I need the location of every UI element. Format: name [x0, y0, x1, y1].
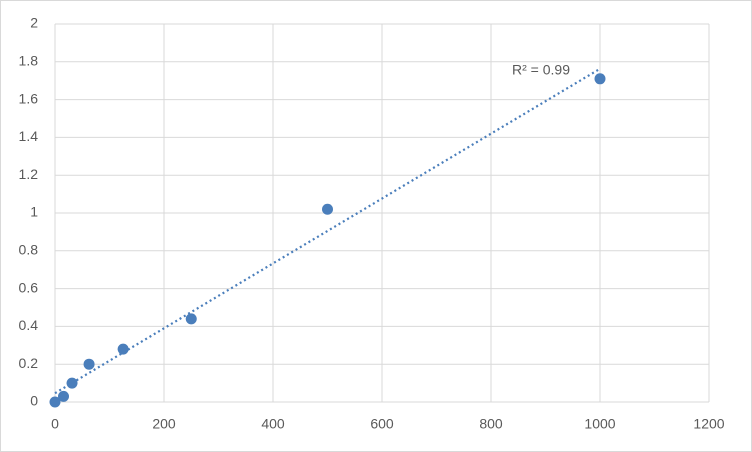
- y-tick-label: 1.4: [19, 128, 39, 144]
- point: [594, 73, 606, 85]
- point: [117, 343, 129, 355]
- grid: 0 0.2 0.4 0.6 0.8 1 1.2 1.4 1.6 1.8 2 0 200 400 600 800…: [19, 15, 725, 432]
- y-tick-label: 0.4: [19, 317, 39, 333]
- x-tick-label: 200: [152, 416, 176, 432]
- y-tick-label: 0.8: [19, 242, 39, 258]
- y-tick-label: 1: [30, 204, 38, 220]
- trendline: [54, 67, 601, 395]
- point: [83, 358, 95, 370]
- plot: [49, 67, 606, 408]
- y-tick-label: 0.2: [19, 355, 39, 371]
- annotation: R² = 0.99: [512, 62, 570, 78]
- y-tick-label: 0: [30, 393, 38, 409]
- x-tick-label: 600: [370, 416, 394, 432]
- point: [66, 377, 78, 389]
- y-tick-label: 2: [30, 15, 38, 31]
- point: [58, 390, 70, 402]
- x-tick-label: 1200: [693, 416, 724, 432]
- x-tick-label: 400: [261, 416, 285, 432]
- point: [322, 203, 333, 215]
- x-tick-label: 1000: [584, 416, 615, 432]
- y-tick-label: 1.8: [19, 53, 39, 69]
- x-tick-label: 800: [479, 416, 503, 432]
- y-tick-label: 1.2: [19, 166, 39, 182]
- point: [185, 313, 197, 325]
- y-tick-label: 1.6: [19, 90, 39, 106]
- x-tick-label: 0: [51, 416, 59, 432]
- point: [49, 396, 61, 408]
- y-tick-label: 0.6: [19, 279, 39, 295]
